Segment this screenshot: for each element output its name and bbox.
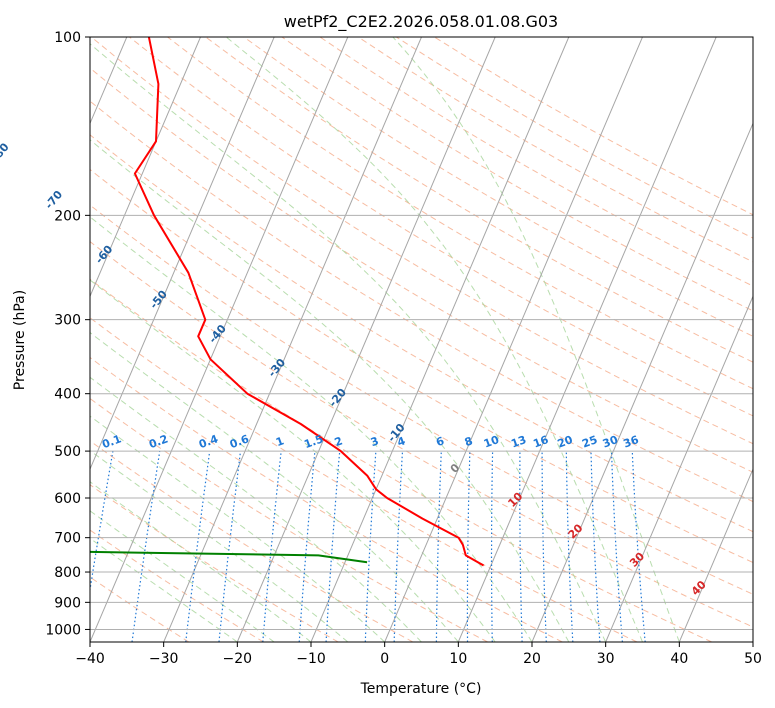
dry-adiabat-line	[243, 37, 753, 337]
dry-adiabat-line	[129, 37, 753, 417]
dry-adiabat-line	[90, 241, 753, 628]
moist-adiabat-line	[90, 43, 607, 642]
y-tick-label: 900	[54, 595, 81, 611]
moist-adiabat-line	[90, 331, 459, 642]
y-tick-label: 300	[54, 313, 81, 329]
moist-adiabat-line	[90, 139, 570, 642]
mixing-ratio-label: 4	[395, 434, 407, 449]
mixing-ratio-line	[218, 451, 242, 642]
dry-adiabat-line	[90, 168, 753, 564]
dry-adiabat-line	[90, 100, 753, 503]
mixing-ratio-label: 16	[531, 433, 550, 451]
x-tick-label: −10	[296, 651, 326, 667]
mixing-ratio-label: 25	[580, 433, 599, 450]
mixing-ratio-line	[262, 451, 282, 642]
mixing-ratio-label: 1	[274, 434, 286, 449]
mixing-ratio-line	[131, 451, 161, 642]
mixing-ratio-label: 0.1	[100, 432, 123, 451]
mixing-ratio-line	[90, 450, 114, 594]
isotherm-line	[457, 37, 717, 642]
y-tick-label: 400	[54, 387, 81, 403]
isotherm-line	[236, 37, 496, 642]
isotherm-line	[90, 37, 349, 642]
mixing-ratio-label: 13	[509, 433, 528, 450]
y-tick-label: 100	[54, 30, 81, 46]
y-tick-label: 700	[54, 531, 81, 547]
x-axis-label: Temperature (°C)	[360, 681, 482, 697]
pressure-gridlines	[90, 37, 753, 630]
mixing-ratio-line	[631, 451, 646, 642]
dry-adiabat-line	[90, 529, 264, 642]
moist-adiabat-line	[90, 415, 386, 642]
dry-adiabat-line	[90, 278, 712, 642]
moist-adiabat-line	[90, 216, 533, 642]
chart-title: wetPf2_C2E2.2026.058.01.08.G03	[284, 12, 558, 32]
x-tick-label: 0	[380, 651, 389, 667]
moist-adiabat-line	[90, 537, 238, 642]
moist-adiabat-label: -80	[0, 140, 12, 164]
mixing-ratio-line	[298, 451, 316, 642]
isotherm-line	[90, 37, 275, 471]
isotherm-line	[384, 37, 643, 642]
dry-adiabat-line	[90, 204, 753, 595]
mixing-ratio-label: 1.5	[302, 432, 325, 451]
plot-frame	[89, 36, 754, 643]
y-tick-label: 800	[54, 565, 81, 581]
moist-adiabat-line	[225, 37, 643, 642]
x-tick-label: 20	[523, 651, 541, 667]
mixing-ratio-label: 0.6	[228, 432, 251, 451]
y-tick-label: 1000	[45, 622, 81, 638]
mixing-ratio-label: 10	[482, 433, 501, 451]
mixing-ratio-label: 36	[622, 433, 641, 451]
x-tick-label: 30	[597, 651, 615, 667]
dry-adiabat-line	[90, 397, 488, 642]
dry-adiabat-line	[90, 134, 753, 533]
mixing-ratio-label: 0.2	[147, 432, 170, 451]
x-tick-label: 40	[670, 651, 688, 667]
moist-adiabat-line	[90, 510, 275, 642]
mixing-ratio-line	[185, 451, 211, 642]
mixing-ratio-label: 2	[333, 434, 345, 449]
mixing-ratio-label: 6	[434, 434, 446, 449]
x-tick-label: 50	[744, 651, 762, 667]
mixing-ratio-label: 20	[556, 433, 575, 451]
y-axis-label: Pressure (hPa)	[12, 290, 28, 390]
x-axis-ticks: −40 −30 −20 −10 0 10 20 30 40 50	[75, 642, 762, 667]
moist-adiabat-line	[90, 279, 496, 642]
y-tick-label: 500	[54, 444, 81, 460]
y-tick-label: 600	[54, 491, 81, 507]
isotherm-line	[310, 37, 570, 642]
x-tick-label: −30	[149, 651, 179, 667]
isotherm-line	[678, 467, 753, 642]
mixing-ratio-label: 0.4	[197, 432, 220, 451]
background-lines	[90, 37, 753, 642]
y-axis-ticks: 100 200 300 400 500 600 700 800 900 1000	[45, 30, 90, 638]
x-tick-label: −40	[75, 651, 105, 667]
mixing-ratio-label: 8	[463, 434, 475, 449]
isotherm-line	[90, 37, 201, 298]
moist-adiabat-line	[392, 37, 680, 642]
profiles	[90, 37, 485, 567]
dry-adiabat-line	[90, 37, 753, 445]
dry-adiabat-line	[90, 356, 563, 642]
dry-adiabat-line	[90, 317, 638, 642]
isotherm-line	[531, 122, 753, 642]
mixing-ratio-label: 3	[369, 434, 381, 449]
temperature-profile	[133, 37, 485, 567]
x-tick-label: −20	[223, 651, 253, 667]
dry-adiabat-line	[281, 37, 753, 312]
dry-adiabat-line	[90, 484, 339, 642]
x-tick-label: 10	[449, 651, 467, 667]
moist-adiabat-line	[90, 481, 312, 642]
isotherm-line	[605, 295, 753, 642]
isotherm-line	[163, 37, 422, 642]
y-tick-label: 200	[54, 208, 81, 224]
mixing-ratio-label: 30	[601, 433, 620, 451]
